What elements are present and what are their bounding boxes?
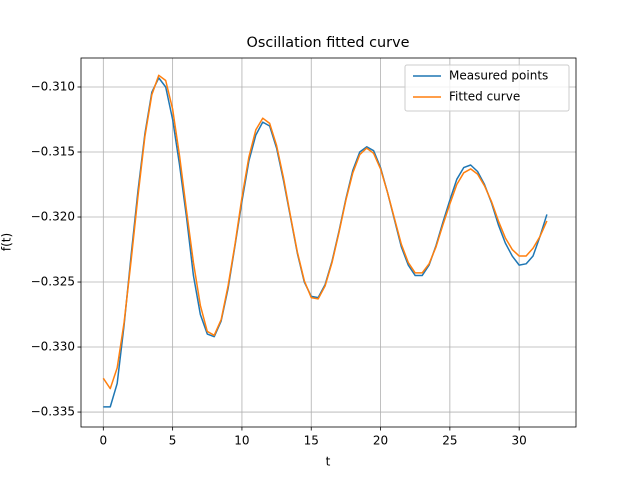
x-tick-label: 0	[99, 434, 107, 448]
x-tick-label: 20	[373, 434, 388, 448]
axes-frame	[80, 57, 577, 428]
x-tick-label: 15	[304, 434, 319, 448]
legend: Measured points Fitted curve	[404, 64, 570, 112]
chart-title: Oscillation fitted curve	[247, 35, 410, 51]
legend-label: Fitted curve	[449, 90, 520, 104]
y-tick-label: −0.320	[31, 210, 75, 224]
x-axis-label: t	[326, 455, 331, 469]
x-tick-label: 5	[169, 434, 177, 448]
y-axis-label: f(t)	[0, 233, 14, 251]
data-line	[102, 74, 548, 390]
y-tick-label: −0.335	[31, 405, 75, 419]
legend-frame	[404, 64, 570, 112]
legend-label: Measured points	[449, 69, 548, 83]
y-tick-label: −0.315	[31, 145, 75, 159]
y-tick-label: −0.310	[31, 79, 75, 93]
x-tick-label: 25	[442, 434, 457, 448]
y-tick-label: −0.325	[31, 275, 75, 289]
x-tick-label: 10	[234, 434, 249, 448]
y-tick-label: −0.330	[31, 340, 75, 354]
x-tick-label: 30	[512, 434, 527, 448]
